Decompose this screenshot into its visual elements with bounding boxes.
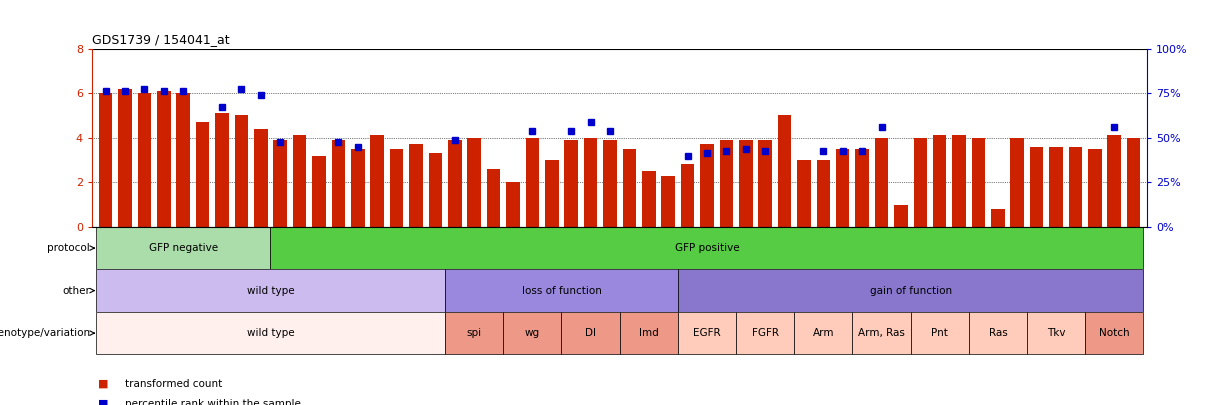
Bar [118,89,131,227]
Bar [312,156,325,227]
Bar [798,160,811,227]
Bar [371,136,384,227]
Bar [855,149,869,227]
Bar [96,312,445,354]
Bar [196,122,210,227]
Bar [661,176,675,227]
Bar [620,312,677,354]
Bar [96,269,445,312]
Bar [274,140,287,227]
Bar [677,312,736,354]
Bar [642,171,655,227]
Bar [409,145,423,227]
Bar [99,93,113,227]
Bar [736,312,794,354]
Bar [622,149,636,227]
Text: other: other [63,286,90,296]
Bar [952,136,966,227]
Bar [991,209,1005,227]
Text: ■: ■ [98,399,109,405]
Bar [215,113,228,227]
Bar [270,227,1144,269]
Bar [584,138,598,227]
Bar [545,160,558,227]
Text: transformed count: transformed count [125,379,222,389]
Bar [331,140,345,227]
Bar [1069,147,1082,227]
Bar [157,91,171,227]
Bar [1027,312,1085,354]
Bar [564,140,578,227]
Bar [137,93,151,227]
Bar [448,140,461,227]
Text: protocol: protocol [48,243,90,253]
Bar [234,115,248,227]
Bar [778,115,791,227]
Bar [701,145,714,227]
Bar [1049,147,1063,227]
Bar [604,140,617,227]
Bar [794,312,853,354]
Text: wg: wg [525,328,540,338]
Text: Pnt: Pnt [931,328,948,338]
Bar [875,138,888,227]
Bar [562,312,620,354]
Bar [719,140,733,227]
Text: Tkv: Tkv [1047,328,1065,338]
Bar [836,149,849,227]
Bar [910,312,969,354]
Text: FGFR: FGFR [752,328,779,338]
Text: Imd: Imd [639,328,659,338]
Bar [933,136,946,227]
Bar [507,182,520,227]
Bar [351,149,364,227]
Bar [969,312,1027,354]
Bar [739,140,752,227]
Text: Dl: Dl [585,328,596,338]
Bar [96,227,270,269]
Bar [293,136,307,227]
Bar [445,269,677,312]
Bar [758,140,772,227]
Bar [1108,136,1121,227]
Text: EGFR: EGFR [693,328,720,338]
Bar [487,169,501,227]
Bar [445,312,503,354]
Bar [467,138,481,227]
Bar [1011,138,1025,227]
Bar [525,138,539,227]
Bar [1085,312,1144,354]
Bar [1126,138,1140,227]
Bar [681,164,694,227]
Bar [254,129,267,227]
Text: loss of function: loss of function [521,286,601,296]
Bar [177,93,190,227]
Text: wild type: wild type [247,286,294,296]
Bar [853,312,910,354]
Bar [428,153,442,227]
Text: wild type: wild type [247,328,294,338]
Text: Notch: Notch [1099,328,1130,338]
Text: Ras: Ras [989,328,1007,338]
Bar [677,269,1144,312]
Bar [816,160,831,227]
Bar [894,205,908,227]
Text: spi: spi [466,328,482,338]
Text: ■: ■ [98,379,109,389]
Bar [914,138,928,227]
Bar [1029,147,1043,227]
Text: GDS1739 / 154041_at: GDS1739 / 154041_at [92,33,229,46]
Text: gain of function: gain of function [870,286,952,296]
Bar [972,138,985,227]
Bar [390,149,404,227]
Text: Arm: Arm [812,328,834,338]
Bar [1088,149,1102,227]
Bar [503,312,562,354]
Text: GFP positive: GFP positive [675,243,739,253]
Text: GFP negative: GFP negative [148,243,217,253]
Text: Arm, Ras: Arm, Ras [858,328,906,338]
Text: percentile rank within the sample: percentile rank within the sample [125,399,301,405]
Text: genotype/variation: genotype/variation [0,328,90,338]
